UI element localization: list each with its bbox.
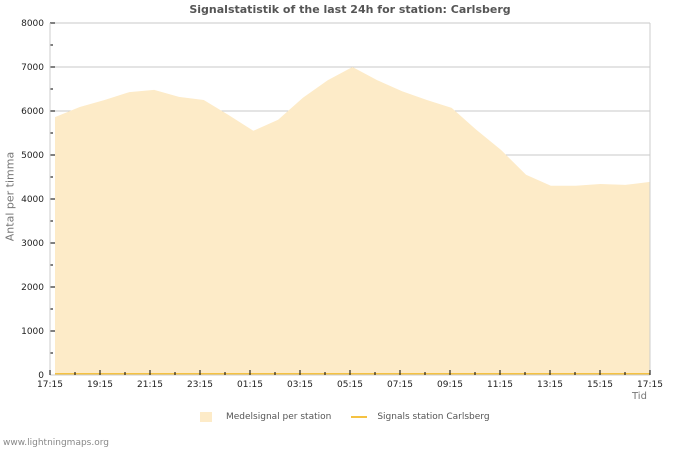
legend-item-average: Medelsignal per station [226,412,332,422]
footer-credit: www.lightningmaps.org [3,438,109,448]
svg-text:15:15: 15:15 [587,380,613,390]
svg-text:07:15: 07:15 [387,380,413,390]
svg-text:09:15: 09:15 [437,380,463,390]
svg-text:23:15: 23:15 [187,380,213,390]
svg-text:8000: 8000 [21,19,44,29]
svg-text:0: 0 [38,371,44,381]
svg-text:05:15: 05:15 [337,380,363,390]
svg-text:3000: 3000 [21,239,44,249]
chart-title: Signalstatistik of the last 24h for stat… [189,3,511,16]
svg-text:13:15: 13:15 [537,380,563,390]
svg-text:1000: 1000 [21,327,44,337]
svg-text:11:15: 11:15 [487,380,513,390]
svg-text:17:15: 17:15 [637,380,663,390]
svg-text:03:15: 03:15 [287,380,313,390]
svg-text:17:15: 17:15 [37,380,63,390]
axes: 0 1000 2000 3000 4000 5000 6000 7000 8000 17:15 19… [21,19,663,390]
svg-text:21:15: 21:15 [137,380,163,390]
svg-text:2000: 2000 [21,283,44,293]
svg-text:4000: 4000 [21,195,44,205]
x-axis-label: Tid [632,391,647,402]
legend-area-swatch [200,412,212,422]
svg-text:01:15: 01:15 [237,380,263,390]
average-signal-area [55,67,650,375]
legend: Medelsignal per station Signals station … [200,412,490,422]
svg-text:6000: 6000 [21,107,44,117]
svg-text:7000: 7000 [21,63,44,73]
svg-text:5000: 5000 [21,151,44,161]
legend-line-swatch [351,416,368,418]
svg-text:19:15: 19:15 [87,380,113,390]
legend-item-carlsberg: Signals station Carlsberg [377,412,490,422]
